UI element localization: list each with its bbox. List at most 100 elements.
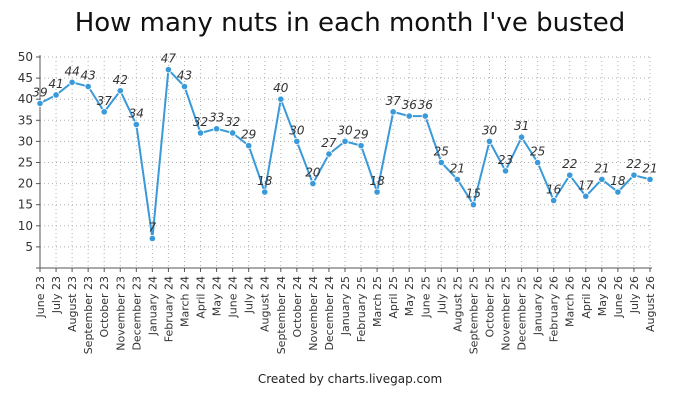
data-label: 36 xyxy=(402,98,418,112)
data-label: 18 xyxy=(369,174,385,188)
x-tick-label: April 25 xyxy=(387,276,400,319)
data-label: 47 xyxy=(161,52,177,66)
data-point[interactable] xyxy=(469,201,478,209)
data-point[interactable] xyxy=(485,137,494,145)
data-point[interactable] xyxy=(132,120,140,129)
data-label: 37 xyxy=(386,94,402,108)
data-point[interactable] xyxy=(100,108,108,116)
x-tick-label: March 25 xyxy=(371,276,384,327)
y-tick-label: 25 xyxy=(18,156,33,170)
data-label: 22 xyxy=(626,157,641,171)
data-label: 20 xyxy=(305,166,321,180)
data-point[interactable] xyxy=(405,112,413,120)
data-point[interactable] xyxy=(212,125,221,133)
data-point[interactable] xyxy=(437,158,445,167)
data-point[interactable] xyxy=(598,175,606,183)
data-point[interactable] xyxy=(196,129,205,137)
x-tick-label: May 26 xyxy=(596,276,609,316)
data-point[interactable] xyxy=(453,175,461,183)
y-tick-labels: 5 10 15 20 25 30 35 40 45 50 xyxy=(18,50,33,254)
y-tick-label: 20 xyxy=(18,177,33,191)
data-point[interactable] xyxy=(36,99,44,108)
x-tick-label: February 25 xyxy=(355,276,368,342)
x-tick-label: June 23 xyxy=(34,276,47,318)
data-point[interactable] xyxy=(180,82,189,91)
data-label: 34 xyxy=(129,107,144,121)
data-point[interactable] xyxy=(357,142,365,150)
grid xyxy=(39,56,651,268)
x-tick-label: December 23 xyxy=(130,276,143,351)
data-label: 33 xyxy=(209,111,224,125)
data-label: 17 xyxy=(578,178,594,192)
x-tick-label: August 23 xyxy=(66,276,79,332)
data-label: 21 xyxy=(642,161,657,175)
x-tick-label: September 23 xyxy=(82,276,95,354)
x-tick-labels: June 23 July 23 August 23 September 23 Octob… xyxy=(34,276,657,354)
x-tick-label: August 24 xyxy=(259,276,272,332)
x-tick-label: December 24 xyxy=(323,276,336,351)
x-tick-label: February 24 xyxy=(162,276,175,342)
data-point[interactable] xyxy=(389,108,397,116)
data-point[interactable] xyxy=(582,192,590,200)
chart-title: How many nuts in each month I've busted xyxy=(74,8,626,38)
data-point[interactable] xyxy=(116,87,124,95)
data-label: 44 xyxy=(64,64,79,78)
data-point[interactable] xyxy=(550,196,558,205)
x-tick-label: January 24 xyxy=(146,276,159,336)
data-points xyxy=(36,66,654,243)
data-label: 21 xyxy=(594,161,609,175)
data-label: 32 xyxy=(193,115,208,129)
data-label: 21 xyxy=(450,161,465,175)
data-point[interactable] xyxy=(646,175,654,183)
data-label: 29 xyxy=(241,128,256,142)
data-point[interactable] xyxy=(68,78,76,86)
x-tick-label: November 25 xyxy=(500,276,513,351)
data-point[interactable] xyxy=(421,112,429,120)
data-point[interactable] xyxy=(164,66,173,74)
y-tick-label: 40 xyxy=(18,92,33,106)
data-point[interactable] xyxy=(341,137,349,145)
data-point[interactable] xyxy=(517,133,526,141)
data-label: 18 xyxy=(610,174,626,188)
x-tick-label: May 25 xyxy=(403,276,416,316)
data-point[interactable] xyxy=(373,188,381,196)
x-tick-label: November 23 xyxy=(114,276,127,351)
data-point[interactable] xyxy=(245,142,253,150)
data-point[interactable] xyxy=(309,180,317,188)
data-point[interactable] xyxy=(229,129,237,137)
x-tick-label: June 26 xyxy=(612,276,625,318)
x-tick-label: September 25 xyxy=(467,276,480,354)
x-tick-label: August 26 xyxy=(644,276,657,332)
data-label: 31 xyxy=(514,119,529,133)
data-label: 30 xyxy=(482,123,498,137)
data-label: 16 xyxy=(546,182,562,196)
y-tick-label: 30 xyxy=(18,134,33,148)
data-label: 43 xyxy=(81,69,96,83)
x-tick-label: July 25 xyxy=(435,276,448,314)
data-point[interactable] xyxy=(277,95,285,103)
data-point[interactable] xyxy=(261,188,269,196)
x-tick-label: May 24 xyxy=(211,276,224,316)
data-label: 30 xyxy=(337,123,353,137)
data-label: 43 xyxy=(177,69,192,83)
x-tick-label: January 26 xyxy=(532,276,545,336)
data-point[interactable] xyxy=(52,91,60,99)
data-point[interactable] xyxy=(325,150,333,158)
data-label: 42 xyxy=(113,73,128,87)
x-tick-label: January 25 xyxy=(339,276,352,336)
data-point[interactable] xyxy=(630,171,638,179)
x-tick-label: March 24 xyxy=(178,276,191,327)
data-point[interactable] xyxy=(293,137,301,145)
x-tick-label: June 24 xyxy=(227,276,240,318)
data-point[interactable] xyxy=(534,158,542,167)
data-point[interactable] xyxy=(566,171,574,179)
x-tick-label: March 26 xyxy=(564,276,577,327)
data-point[interactable] xyxy=(501,167,510,175)
x-tick-label: December 25 xyxy=(516,276,529,351)
data-point[interactable] xyxy=(84,82,92,91)
data-point[interactable] xyxy=(148,234,156,243)
data-label: 41 xyxy=(48,77,63,91)
data-point[interactable] xyxy=(614,188,622,196)
x-tick-label: July 26 xyxy=(628,276,641,314)
